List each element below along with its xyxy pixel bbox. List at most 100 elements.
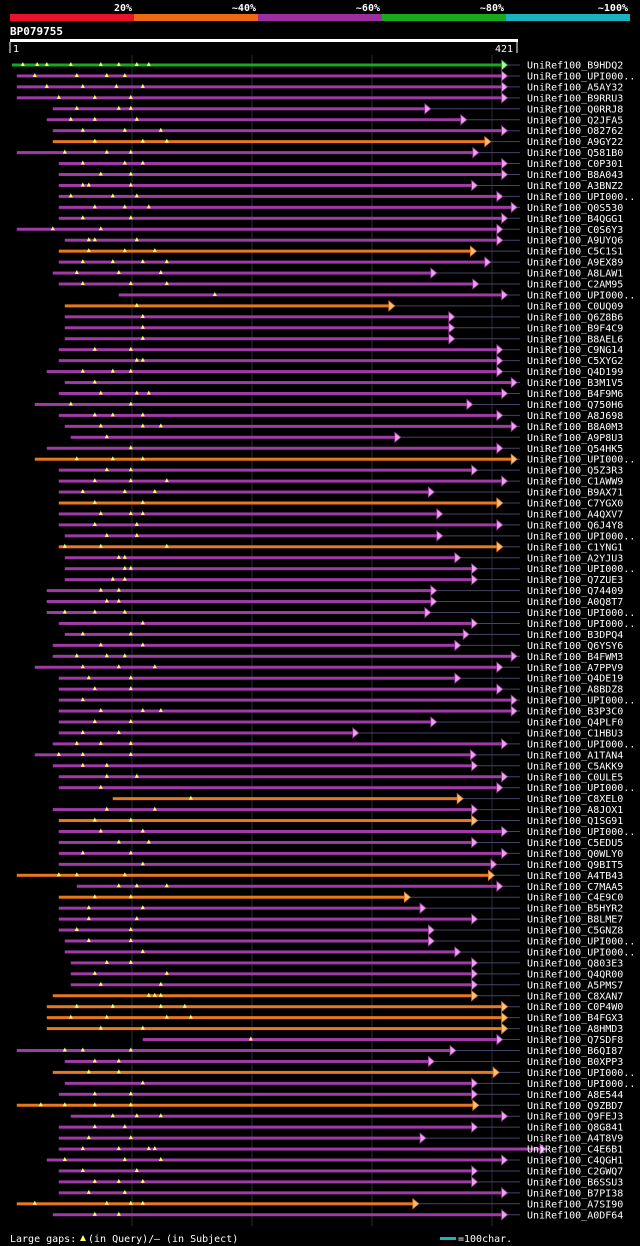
hit-label[interactable]: UniRef100_Q6Z8B6 [527, 312, 623, 323]
hit-label[interactable]: UniRef100_UPI000.. [527, 71, 635, 82]
hit-row[interactable]: UniRef100_UPI000.. [46, 606, 636, 620]
hit-label[interactable]: UniRef100_UPI000.. [527, 608, 635, 619]
hit-row[interactable]: UniRef100_UPI000.. [58, 781, 636, 795]
hit-row[interactable]: UniRef100_B6QI87 [16, 1044, 624, 1058]
hit-row[interactable]: UniRef100_B4FGX3 [46, 1011, 624, 1025]
hit-label[interactable]: UniRef100_C8XEL0 [527, 794, 623, 805]
hit-row[interactable]: UniRef100_C5EDU5 [58, 836, 624, 849]
hit-row[interactable]: UniRef100_A5AY32 [16, 81, 624, 94]
hit-row[interactable]: UniRef100_B9AX71 [58, 486, 624, 499]
hit-row[interactable]: UniRef100_B8A0M3 [64, 420, 624, 433]
hit-row[interactable]: UniRef100_UPI000.. [52, 738, 636, 751]
hit-row[interactable]: UniRef100_A4T8V9 [58, 1132, 624, 1145]
hit-label[interactable]: UniRef100_A3BNZ2 [527, 181, 623, 192]
hit-label[interactable]: UniRef100_UPI000.. [527, 455, 635, 466]
hit-row[interactable]: UniRef100_B4FWM3 [52, 650, 624, 663]
hit-label[interactable]: UniRef100_A9EX89 [527, 258, 623, 269]
hit-label[interactable]: UniRef100_Q7ZUE3 [527, 575, 623, 586]
hit-label[interactable]: UniRef100_B8A043 [527, 170, 623, 181]
hit-row[interactable]: UniRef100_Q803E3 [70, 957, 624, 970]
hit-label[interactable]: UniRef100_UPI000.. [527, 619, 635, 630]
hit-label[interactable]: UniRef100_C4QGH1 [527, 1156, 623, 1167]
hit-label[interactable]: UniRef100_B5HYR2 [527, 904, 623, 915]
hit-row[interactable]: UniRef100_Q4QR00 [70, 967, 624, 981]
hit-label[interactable]: UniRef100_B0XPP3 [527, 1057, 623, 1068]
hit-label[interactable]: UniRef100_B3P3C0 [527, 707, 623, 718]
hit-row[interactable]: UniRef100_B5HYR2 [58, 902, 624, 915]
hit-label[interactable]: UniRef100_Q4PLF0 [527, 718, 623, 729]
hit-row[interactable]: UniRef100_C2AM95 [58, 278, 624, 291]
hit-row[interactable]: UniRef100_C8XEL0 [112, 792, 624, 806]
hit-label[interactable]: UniRef100_A7SI90 [527, 1199, 623, 1210]
hit-label[interactable]: UniRef100_A4T8V9 [527, 1134, 623, 1145]
hit-row[interactable]: UniRef100_B9RRU3 [16, 91, 624, 105]
hit-label[interactable]: UniRef100_C0S6Y3 [527, 225, 623, 236]
hit-label[interactable]: UniRef100_Q0S530 [527, 203, 623, 214]
hit-row[interactable]: UniRef100_Q8G841 [58, 1121, 624, 1134]
hit-row[interactable]: UniRef100_A8HMD3 [46, 1022, 624, 1036]
hit-label[interactable]: UniRef100_B9RRU3 [527, 93, 623, 104]
hit-row[interactable]: UniRef100_Q581B0 [16, 146, 624, 160]
hit-row[interactable]: UniRef100_C1HBU3 [58, 727, 624, 740]
hit-row[interactable]: UniRef100_Q6Z8B6 [64, 310, 624, 324]
hit-label[interactable]: UniRef100_A4TB43 [527, 871, 623, 882]
hit-row[interactable]: UniRef100_Q0RRJ8 [52, 102, 624, 116]
hit-label[interactable]: UniRef100_C1YNG1 [527, 542, 623, 553]
hit-row[interactable]: UniRef100_A4QXV7 [58, 508, 624, 521]
hit-row[interactable]: UniRef100_C1YNG1 [58, 540, 624, 554]
hit-row[interactable]: UniRef100_C1AWW9 [58, 475, 624, 488]
hit-label[interactable]: UniRef100_A9UYQ6 [527, 236, 623, 247]
hit-label[interactable]: UniRef100_C1AWW9 [527, 477, 623, 488]
hit-row[interactable]: UniRef100_UPI000.. [64, 935, 636, 948]
hit-row[interactable]: UniRef100_Q2JFA5 [46, 113, 624, 127]
hit-row[interactable]: UniRef100_Q6YSY6 [52, 639, 624, 652]
hit-label[interactable]: UniRef100_C5GNZ8 [527, 926, 623, 937]
hit-row[interactable]: UniRef100_A7PPV9 [34, 661, 624, 674]
hit-label[interactable]: UniRef100_B6SSU3 [527, 1177, 623, 1188]
hit-row[interactable]: UniRef100_UPI000.. [118, 289, 636, 302]
hit-row[interactable]: UniRef100_B6SSU3 [58, 1176, 624, 1189]
hit-label[interactable]: UniRef100_Q9ZBD7 [527, 1101, 623, 1112]
hit-row[interactable]: UniRef100_UPI000.. [64, 1077, 636, 1090]
hit-row[interactable]: UniRef100_A8JOX1 [52, 803, 624, 817]
hit-row[interactable]: UniRef100_Q74409 [46, 584, 624, 598]
hit-label[interactable]: UniRef100_A8LAW1 [527, 269, 623, 280]
hit-label[interactable]: UniRef100_UPI000.. [527, 290, 635, 301]
hit-row[interactable]: UniRef100_C2GWQ7 [58, 1165, 624, 1178]
hit-row[interactable]: UniRef100_B3DPQ4 [64, 628, 624, 641]
hit-label[interactable]: UniRef100_Q0WLY0 [527, 849, 623, 860]
hit-label[interactable]: UniRef100_UPI000.. [527, 739, 635, 750]
hit-row[interactable]: UniRef100_B3M1V5 [64, 376, 624, 390]
hit-label[interactable]: UniRef100_C0ULE5 [527, 772, 623, 783]
hit-label[interactable]: UniRef100_C0P301 [527, 159, 623, 170]
hit-label[interactable]: UniRef100_C4E6B1 [527, 1145, 623, 1156]
hit-row[interactable]: UniRef100_UPI000.. [64, 562, 636, 576]
hit-label[interactable]: UniRef100_Q581B0 [527, 148, 623, 159]
hit-label[interactable]: UniRef100_Q803E3 [527, 958, 623, 969]
hit-label[interactable]: UniRef100_C0UQ09 [527, 301, 623, 312]
hit-label[interactable]: UniRef100_Q6YSY6 [527, 641, 623, 652]
hit-row[interactable]: UniRef100_B4QGG1 [58, 212, 624, 225]
hit-row[interactable]: UniRef100_C0P301 [58, 157, 624, 171]
hit-row[interactable]: UniRef100_C7MAA5 [76, 880, 624, 893]
hit-row[interactable]: UniRef100_A1TAN4 [34, 748, 624, 762]
hit-row[interactable]: UniRef100_Q4DE19 [58, 672, 624, 685]
hit-row[interactable]: UniRef100_UPI000.. [58, 825, 636, 839]
hit-row[interactable]: UniRef100_Q9FEJ3 [70, 1110, 624, 1123]
hit-label[interactable]: UniRef100_C9NG14 [527, 345, 623, 356]
hit-label[interactable]: UniRef100_Q6J4Y8 [527, 520, 623, 531]
hit-row[interactable]: UniRef100_UPI000.. [58, 190, 636, 203]
hit-label[interactable]: UniRef100_UPI000.. [527, 783, 635, 794]
hit-row[interactable]: UniRef100_Q0S530 [58, 201, 624, 214]
hit-label[interactable]: UniRef100_Q2JFA5 [527, 115, 623, 126]
hit-label[interactable]: UniRef100_C1HBU3 [527, 728, 623, 739]
hit-row[interactable]: UniRef100_B0XPP3 [64, 1055, 624, 1068]
hit-label[interactable]: UniRef100_UPI000.. [527, 564, 635, 575]
hit-label[interactable]: UniRef100_A0Q8T7 [527, 597, 623, 608]
hit-label[interactable]: UniRef100_C5AKK9 [527, 761, 623, 772]
hit-label[interactable]: UniRef100_Q750H6 [527, 400, 623, 411]
hit-row[interactable]: UniRef100_A8J698 [58, 409, 624, 422]
hit-row[interactable]: UniRef100_UPI000.. [58, 694, 636, 707]
hit-label[interactable]: UniRef100_Q7SDF8 [527, 1035, 623, 1046]
hit-label[interactable]: UniRef100_A2YJU3 [527, 553, 623, 564]
